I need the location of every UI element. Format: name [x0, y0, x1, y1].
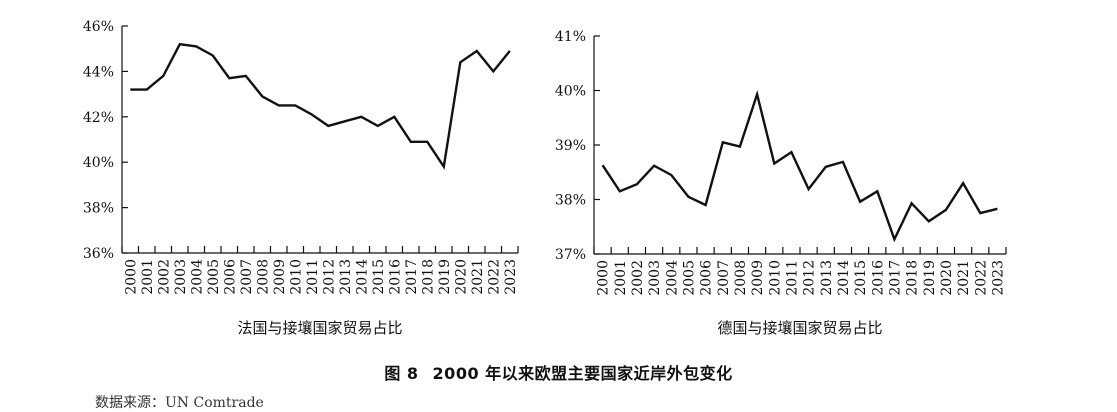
- figure-caption: 图 8 2000 年以来欧盟主要国家近岸外包变化: [0, 360, 1117, 384]
- x-tick-label: 2017: [887, 260, 903, 296]
- series-line: [130, 42, 511, 170]
- x-tick-label: 2023: [990, 260, 1006, 296]
- chart-france: 36%38%40%42%44%46%2000 2001 2002 2003 2004 20…: [83, 19, 519, 337]
- figure-number: 图 8: [384, 364, 419, 383]
- y-tick-label: 38%: [555, 193, 586, 209]
- x-tick-label: 2003: [647, 260, 663, 296]
- x-tick-label: 2018: [905, 260, 921, 296]
- x-tick-label: 2013: [338, 259, 354, 295]
- x-tick-label: 2021: [470, 259, 486, 295]
- x-tick-label: 2001: [613, 260, 629, 296]
- x-tick-label: 2010: [767, 260, 783, 296]
- x-tick-label: 2000: [123, 259, 139, 295]
- x-tick-label: 2012: [321, 259, 337, 295]
- x-axis-label: 法国与接壤国家贸易占比: [237, 319, 402, 337]
- x-tick-label: 2007: [716, 260, 732, 296]
- x-tick-label: 2016: [870, 260, 886, 296]
- x-tick-label: 2005: [681, 260, 697, 296]
- x-tick-label: 2006: [699, 260, 715, 296]
- x-tick-label: 2021: [956, 260, 972, 296]
- figure-source: 数据来源：UN Comtrade: [95, 395, 264, 411]
- x-tick-label: 2011: [784, 260, 800, 296]
- x-tick-label: 2020: [453, 259, 469, 295]
- x-tick-label: 2004: [664, 260, 680, 296]
- x-tick-label: 2017: [404, 259, 420, 295]
- y-tick-label: 44%: [83, 64, 114, 80]
- x-tick-label: 2005: [206, 259, 222, 295]
- x-tick-label: 2011: [305, 259, 321, 295]
- x-tick-label: 2014: [836, 260, 852, 296]
- y-tick-label: 41%: [555, 29, 586, 45]
- series-line: [601, 89, 998, 243]
- x-tick-label: 2020: [939, 260, 955, 296]
- x-tick-label: 2022: [486, 259, 502, 295]
- chart-germany: 37%38%39%40%41%2000 2001 2002 2003 2004 2005 2…: [555, 29, 1007, 337]
- x-tick-label: 2004: [189, 259, 205, 295]
- y-tick-label: 39%: [555, 138, 586, 154]
- x-tick-label: 2016: [387, 259, 403, 295]
- y-tick-label: 36%: [83, 246, 114, 262]
- x-tick-label: 2013: [819, 260, 835, 296]
- x-tick-label: 2002: [630, 260, 646, 296]
- x-tick-label: 2008: [255, 259, 271, 295]
- x-tick-label: 2018: [420, 259, 436, 295]
- x-tick-label: 2001: [140, 259, 156, 295]
- y-tick-label: 42%: [83, 110, 114, 126]
- x-tick-label: 2023: [503, 259, 519, 295]
- x-tick-label: 2015: [853, 260, 869, 296]
- x-tick-label: 2014: [354, 259, 370, 295]
- x-axis-label: 德国与接壤国家贸易占比: [717, 319, 882, 337]
- x-tick-label: 2019: [437, 259, 453, 295]
- figure-title: 2000 年以来欧盟主要国家近岸外包变化: [432, 364, 733, 383]
- y-tick-label: 40%: [555, 84, 586, 100]
- x-tick-label: 2006: [222, 259, 238, 295]
- y-tick-label: 37%: [555, 247, 586, 263]
- x-tick-label: 2019: [922, 260, 938, 296]
- x-tick-label: 2010: [288, 259, 304, 295]
- x-tick-label: 2002: [156, 259, 172, 295]
- x-tick-label: 2007: [239, 259, 255, 295]
- x-tick-label: 2015: [371, 259, 387, 295]
- x-tick-label: 2022: [973, 260, 989, 296]
- x-tick-label: 2009: [272, 259, 288, 295]
- x-tick-label: 2008: [733, 260, 749, 296]
- y-tick-label: 38%: [83, 201, 114, 217]
- y-tick-label: 40%: [83, 155, 114, 171]
- x-tick-label: 2003: [173, 259, 189, 295]
- x-tick-label: 2009: [750, 260, 766, 296]
- x-tick-label: 2012: [802, 260, 818, 296]
- x-tick-label: 2000: [596, 260, 612, 296]
- y-tick-label: 46%: [83, 19, 114, 35]
- figure-canvas: 36%38%40%42%44%46%2000 2001 2002 2003 2004 20…: [83, 19, 1007, 337]
